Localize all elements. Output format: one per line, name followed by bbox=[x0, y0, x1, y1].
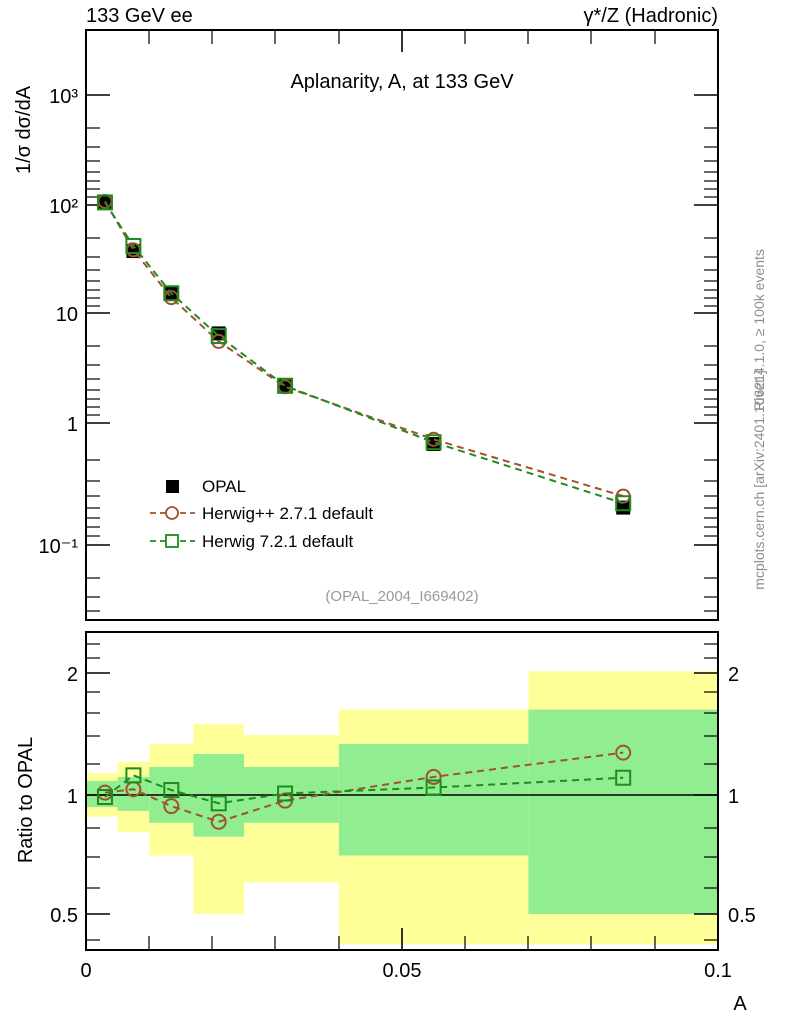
herwigpp-marker-icon bbox=[165, 506, 179, 520]
xtick-0p05: 0.05 bbox=[383, 960, 422, 982]
main-marker-herwig7 bbox=[163, 285, 180, 302]
ratio-band-inner bbox=[528, 709, 718, 914]
ratio-line bbox=[104, 751, 624, 823]
ratio-y-axis-label: Ratio to OPAL bbox=[15, 737, 37, 863]
ratio-marker-herwigpp bbox=[425, 768, 442, 785]
main-y-minor-ticks bbox=[86, 127, 718, 612]
legend-label-herwig7: Herwig 7.2.1 default bbox=[202, 532, 353, 551]
ratio-uncertainty-bands bbox=[86, 671, 718, 945]
legend-item-herwigpp[interactable]: Herwig++ 2.7.1 default bbox=[150, 504, 373, 523]
main-y-axis-label: 1/σ dσ/dA bbox=[13, 85, 35, 174]
ratio-ytick-1-left: 1 bbox=[67, 786, 78, 808]
legend-label-opal: OPAL bbox=[202, 477, 246, 496]
legend-item-herwig7[interactable]: Herwig 7.2.1 default bbox=[150, 532, 353, 551]
ratio-band-inner bbox=[338, 743, 529, 856]
header-right-label: γ*/Z (Hadronic) bbox=[584, 5, 718, 27]
herwig7-marker-icon bbox=[165, 534, 179, 548]
legend-label-herwigpp: Herwig++ 2.7.1 default bbox=[202, 504, 373, 523]
main-marker-herwig7 bbox=[96, 194, 113, 211]
legend: OPAL Herwig++ 2.7.1 default Herwig 7.2.1… bbox=[150, 477, 373, 551]
mcplots-source-label: mcplots.cern.ch [arXiv:2401.10621] bbox=[751, 370, 767, 589]
main-panel: Aplanarity, A, at 133 GeV 1/σ dσ/dA bbox=[13, 29, 719, 621]
main-marker-herwig7 bbox=[210, 328, 227, 345]
ratio-ytick-0p5-left: 0.5 bbox=[50, 905, 78, 927]
main-ytick-10: 10 bbox=[56, 304, 78, 326]
ratio-y-minor-ticks bbox=[86, 643, 718, 941]
ratio-marker-herwig7 bbox=[125, 767, 142, 784]
main-y-major-ticks bbox=[86, 94, 718, 546]
ratio-marker-herwig7 bbox=[210, 795, 227, 812]
main-ytick-0p1: 10⁻¹ bbox=[39, 536, 79, 558]
ratio-marker-herwig7 bbox=[425, 779, 442, 796]
ratio-marker-herwig7 bbox=[96, 789, 113, 806]
ratio-ytick-2-left: 2 bbox=[67, 664, 78, 686]
ratio-marker-herwig7 bbox=[163, 782, 180, 799]
ratio-marker-herwigpp bbox=[163, 798, 180, 815]
xtick-0p1: 0.1 bbox=[704, 960, 732, 982]
main-line-herwig++ bbox=[104, 200, 624, 498]
opal-marker-icon bbox=[166, 480, 179, 493]
ratio-ytick-1-right: 1 bbox=[728, 786, 739, 808]
header-left-label: 133 GeV ee bbox=[86, 5, 193, 27]
legend-item-opal[interactable]: OPAL bbox=[166, 477, 246, 496]
main-data-series bbox=[96, 193, 632, 515]
rivet-version-label: Rivet 4.1.0, ≥ 100k events bbox=[751, 249, 767, 411]
main-marker-herwig7 bbox=[425, 434, 442, 451]
ratio-marker-herwigpp bbox=[615, 744, 632, 761]
ratio-data-series bbox=[96, 744, 632, 830]
main-ytick-100: 10² bbox=[49, 196, 78, 218]
analysis-id-watermark: (OPAL_2004_I669402) bbox=[325, 588, 478, 605]
ratio-ytick-0p5-right: 0.5 bbox=[728, 905, 756, 927]
main-ytick-1000: 10³ bbox=[49, 86, 78, 108]
ratio-line bbox=[104, 774, 624, 805]
xtick-0: 0 bbox=[80, 960, 91, 982]
ratio-ytick-2-right: 2 bbox=[728, 664, 739, 686]
plot-title: Aplanarity, A, at 133 GeV bbox=[290, 71, 514, 93]
ratio-panel: Ratio to OPAL bbox=[15, 631, 756, 1015]
main-x-top-ticks bbox=[148, 30, 656, 52]
main-marker-herwig7 bbox=[615, 495, 632, 512]
main-ytick-1: 1 bbox=[67, 414, 78, 436]
x-axis-label: A bbox=[733, 993, 747, 1015]
ratio-marker-herwigpp bbox=[210, 813, 227, 830]
ratio-marker-herwig7 bbox=[277, 785, 294, 802]
ratio-x-ticks bbox=[85, 928, 719, 950]
main-marker-herwig7 bbox=[277, 377, 294, 394]
ratio-marker-herwig7 bbox=[615, 769, 632, 786]
main-marker-herwig7 bbox=[125, 237, 142, 254]
main-plot-frame bbox=[85, 29, 719, 621]
main-line-herwig bbox=[104, 201, 624, 505]
